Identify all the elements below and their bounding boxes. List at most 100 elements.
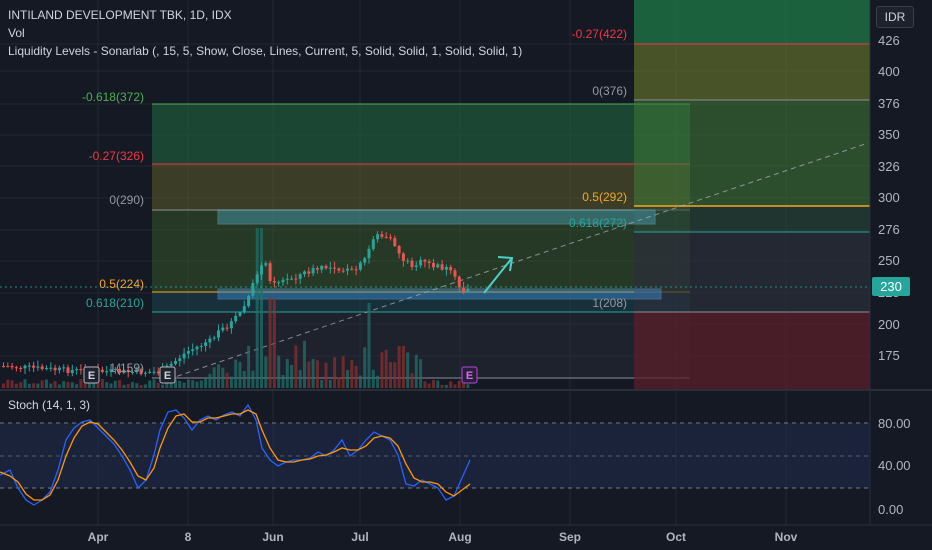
candle-body[interactable] <box>6 366 10 368</box>
candle-body[interactable] <box>75 369 79 371</box>
fib-left-box[interactable] <box>152 103 690 379</box>
candle-body[interactable] <box>307 271 311 274</box>
candle-body[interactable] <box>105 371 109 373</box>
candle-body[interactable] <box>449 266 453 271</box>
liquidity-zone-lower[interactable] <box>217 288 662 300</box>
candle-body[interactable] <box>371 239 375 249</box>
candle-body[interactable] <box>419 259 423 266</box>
candle-body[interactable] <box>10 366 14 368</box>
candle-body[interactable] <box>139 369 143 374</box>
candle-body[interactable] <box>118 368 122 373</box>
earnings-marker[interactable]: E <box>461 366 478 384</box>
candle-body[interactable] <box>423 259 427 262</box>
candle-body[interactable] <box>27 365 31 367</box>
candle-body[interactable] <box>350 268 354 270</box>
candle-body[interactable] <box>324 265 328 269</box>
candle-body[interactable] <box>251 282 255 296</box>
candle-body[interactable] <box>341 270 345 272</box>
candle-body[interactable] <box>229 321 233 329</box>
candle-body[interactable] <box>62 367 66 369</box>
candle-body[interactable] <box>440 264 444 270</box>
candle-body[interactable] <box>212 337 216 339</box>
candle-body[interactable] <box>315 268 319 270</box>
candle-body[interactable] <box>384 236 388 238</box>
candle-body[interactable] <box>247 295 251 307</box>
stochastic-pane[interactable] <box>0 403 870 506</box>
price-axis[interactable]: 426 400 376 350 326 300 276 250 225 200 … <box>878 33 900 363</box>
candle-body[interactable] <box>221 327 225 331</box>
candle-body[interactable] <box>260 265 263 275</box>
chart-title[interactable]: INTILAND DEVELOPMENT TBK, 1D, IDX <box>8 8 232 22</box>
candle-body[interactable] <box>462 287 466 292</box>
candle-body[interactable] <box>354 269 358 271</box>
candle-body[interactable] <box>131 371 134 373</box>
candle-body[interactable] <box>457 276 461 288</box>
candle-body[interactable] <box>414 265 418 268</box>
candle-body[interactable] <box>285 278 289 280</box>
candle-body[interactable] <box>277 282 281 284</box>
candle-body[interactable] <box>290 278 294 280</box>
candle-body[interactable] <box>178 358 182 361</box>
candle-body[interactable] <box>36 366 40 368</box>
candle-body[interactable] <box>401 253 405 261</box>
candle-body[interactable] <box>453 270 457 277</box>
candle-body[interactable] <box>23 365 27 369</box>
candle-body[interactable] <box>393 238 397 246</box>
candle-body[interactable] <box>234 315 238 322</box>
candle-body[interactable] <box>79 369 83 371</box>
volume-indicator-label[interactable]: Vol <box>8 26 25 40</box>
candle-body[interactable] <box>66 367 70 373</box>
candle-body[interactable] <box>19 367 23 369</box>
candle-body[interactable] <box>272 281 276 283</box>
candle-body[interactable] <box>406 260 410 262</box>
time-axis[interactable]: Apr 8 Jun Jul Aug Sep Oct Nov <box>88 530 798 544</box>
candle-body[interactable] <box>57 367 61 371</box>
candle-body[interactable] <box>376 234 380 240</box>
candle-body[interactable] <box>367 248 371 259</box>
candle-body[interactable] <box>186 351 190 354</box>
candle-body[interactable] <box>195 346 199 350</box>
candle-body[interactable] <box>208 338 212 343</box>
candle-body[interactable] <box>225 327 229 329</box>
liquidity-indicator-label[interactable]: Liquidity Levels - Sonarlab (, 15, 5, Sh… <box>8 44 523 58</box>
candle-body[interactable] <box>169 363 173 366</box>
candle-body[interactable] <box>100 369 104 372</box>
candle-body[interactable] <box>294 278 298 280</box>
candle-body[interactable] <box>217 330 220 338</box>
candle-body[interactable] <box>432 263 435 268</box>
candle-body[interactable] <box>242 306 246 313</box>
candle-body[interactable] <box>32 365 36 368</box>
candle-body[interactable] <box>346 268 349 271</box>
candle-body[interactable] <box>148 371 152 373</box>
stoch-axis[interactable]: 80.00 40.00 0.00 <box>878 416 911 517</box>
candle-body[interactable] <box>320 265 324 270</box>
projection-arrow-icon[interactable] <box>483 256 514 294</box>
candle-body[interactable] <box>70 369 74 373</box>
candle-body[interactable] <box>363 258 367 263</box>
candle-body[interactable] <box>380 234 384 237</box>
candle-body[interactable] <box>174 360 177 364</box>
candle-body[interactable] <box>333 267 337 269</box>
candle-body[interactable] <box>40 366 44 369</box>
candle-body[interactable] <box>337 268 341 271</box>
candle-body[interactable] <box>122 370 126 373</box>
candle-body[interactable] <box>397 245 401 254</box>
candle-body[interactable] <box>182 353 186 359</box>
candle-body[interactable] <box>389 237 392 239</box>
fib-right-box[interactable] <box>634 0 870 390</box>
candle-body[interactable] <box>156 371 160 374</box>
candle-body[interactable] <box>436 264 440 268</box>
candle-body[interactable] <box>45 368 48 370</box>
candle-body[interactable] <box>311 268 315 274</box>
candle-body[interactable] <box>281 279 285 283</box>
earnings-marker[interactable]: E <box>83 366 100 384</box>
candle-body[interactable] <box>444 266 448 270</box>
candle-body[interactable] <box>135 369 139 372</box>
currency-button[interactable]: IDR <box>876 6 914 28</box>
candle-body[interactable] <box>49 367 53 369</box>
candle-body[interactable] <box>238 312 242 316</box>
candle-body[interactable] <box>268 263 272 282</box>
candle-body[interactable] <box>113 368 117 370</box>
candle-body[interactable] <box>2 366 5 367</box>
